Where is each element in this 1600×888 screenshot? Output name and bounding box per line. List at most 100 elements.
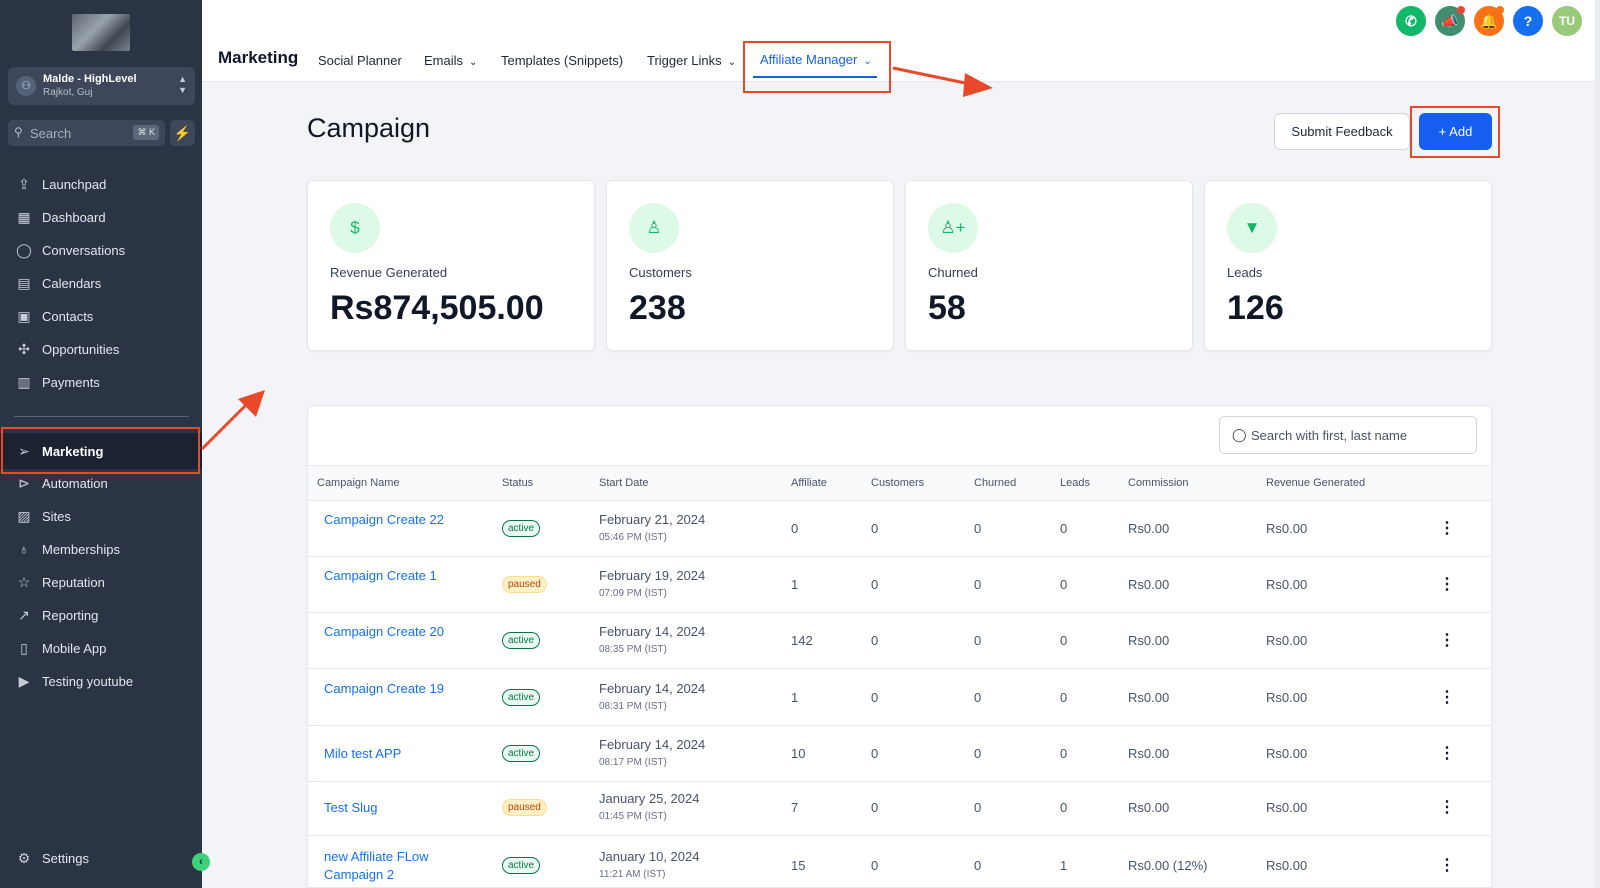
row-menu-icon[interactable]: ⋮ bbox=[1439, 745, 1455, 762]
status-badge: active bbox=[502, 632, 541, 649]
sidebar-item-mobile-app[interactable]: ▯ Mobile App bbox=[0, 632, 202, 664]
row-menu-icon[interactable]: ⋮ bbox=[1439, 520, 1455, 537]
tab-trigger-links[interactable]: Trigger Links ⌄ bbox=[647, 53, 736, 68]
sites-icon: ▨ bbox=[17, 507, 31, 524]
sidebar-item-payments[interactable]: ▥ Payments bbox=[0, 366, 202, 398]
column-header[interactable]: Campaign Name bbox=[317, 477, 400, 489]
account-avatar-icon: ⚇ bbox=[16, 76, 36, 96]
column-header[interactable]: Commission bbox=[1128, 477, 1189, 489]
add-highlight-box bbox=[1410, 106, 1500, 158]
cell-commission: Rs0.00 bbox=[1128, 521, 1170, 536]
tab-social-planner[interactable]: Social Planner bbox=[318, 53, 402, 68]
table-row[interactable]: Milo test APP active February 14, 2024 08:1… bbox=[308, 726, 1491, 782]
chevron-updown-icon: ▲ ▼ bbox=[178, 74, 187, 95]
active-tab-indicator bbox=[753, 76, 877, 78]
row-menu-icon[interactable]: ⋮ bbox=[1439, 689, 1455, 706]
table-row[interactable]: Campaign Create 22 active February 21, 202… bbox=[308, 501, 1491, 557]
row-menu-icon[interactable]: ⋮ bbox=[1439, 632, 1455, 649]
plus-icon: + bbox=[1438, 124, 1450, 139]
campaign-name-link[interactable]: Milo test APP bbox=[324, 746, 402, 761]
calendar-icon: ▤ bbox=[17, 274, 31, 291]
cell-churned: 0 bbox=[974, 858, 982, 873]
account-location: Rajkot, Guj bbox=[43, 87, 93, 98]
campaign-name-link[interactable]: Test Slug bbox=[324, 800, 378, 815]
sidebar-search-placeholder: Search bbox=[30, 126, 72, 141]
table-header: Campaign Name Status Start Date Affiliat… bbox=[308, 465, 1491, 501]
column-header[interactable]: Customers bbox=[871, 477, 925, 489]
collapse-sidebar-icon[interactable]: ‹ bbox=[192, 853, 210, 871]
cell-churned: 0 bbox=[974, 746, 982, 761]
row-menu-icon[interactable]: ⋮ bbox=[1439, 799, 1455, 816]
cell-churned: 0 bbox=[974, 577, 982, 592]
stat-label: Revenue Generated bbox=[330, 265, 448, 280]
campaign-name-link[interactable]: Campaign Create 22 bbox=[324, 512, 444, 527]
page-scrollbar[interactable] bbox=[1595, 0, 1600, 888]
sidebar-item-label: Marketing bbox=[42, 443, 104, 459]
column-header[interactable]: Status bbox=[502, 477, 534, 489]
column-header[interactable]: Start Date bbox=[599, 477, 649, 489]
cell-churned: 0 bbox=[974, 633, 982, 648]
user-avatar[interactable]: TU bbox=[1552, 6, 1582, 36]
sidebar-item-label: Testing youtube bbox=[42, 673, 134, 689]
table-row[interactable]: Campaign Create 20 active February 14, 202… bbox=[308, 613, 1491, 669]
chevron-down-icon: ⌄ bbox=[863, 56, 872, 67]
sidebar-item-memberships[interactable]: ♁ Memberships bbox=[0, 533, 202, 565]
cell-customers: 0 bbox=[871, 690, 879, 705]
campaign-name-link[interactable]: Campaign Create 20 bbox=[324, 624, 444, 639]
sidebar-item-reputation[interactable]: ☆ Reputation bbox=[0, 566, 202, 598]
column-header[interactable]: Affiliate bbox=[791, 477, 827, 489]
quick-actions-bolt-icon[interactable]: ⚡ bbox=[170, 120, 195, 146]
start-time: 08:31 PM (IST) bbox=[599, 701, 667, 712]
sidebar-item-settings[interactable]: ⚙ Settings bbox=[0, 842, 202, 874]
sidebar-item-reporting[interactable]: ↗ Reporting bbox=[0, 599, 202, 631]
row-menu-icon[interactable]: ⋮ bbox=[1439, 576, 1455, 593]
cell-commission: Rs0.00 (12%) bbox=[1128, 858, 1208, 873]
account-switcher[interactable]: ⚇ Malde - HighLevel Rajkot, Guj ▲ ▼ bbox=[8, 67, 195, 105]
sidebar-item-marketing[interactable]: ➢ Marketing bbox=[0, 433, 202, 469]
tab-label: Social Planner bbox=[318, 53, 402, 68]
sidebar-item-sites[interactable]: ▨ Sites bbox=[0, 500, 202, 532]
start-date: February 14, 2024 bbox=[599, 681, 706, 696]
table-row[interactable]: Campaign Create 19 active February 14, 202… bbox=[308, 670, 1491, 726]
start-time: 07:09 PM (IST) bbox=[599, 588, 667, 599]
column-header[interactable]: Leads bbox=[1060, 477, 1090, 489]
row-menu-icon[interactable]: ⋮ bbox=[1439, 857, 1455, 874]
sidebar-item-label: Payments bbox=[42, 374, 100, 390]
tab-emails[interactable]: Emails ⌄ bbox=[424, 53, 477, 68]
table-row[interactable]: Test Slug paused January 25, 2024 01:45 PM … bbox=[308, 780, 1491, 836]
sidebar-item-contacts[interactable]: ▣ Contacts bbox=[0, 300, 202, 332]
add-button[interactable]: + Add bbox=[1419, 113, 1492, 150]
company-logo[interactable] bbox=[72, 14, 130, 51]
sidebar-item-launchpad[interactable]: ⇪ Launchpad bbox=[0, 168, 202, 200]
sidebar-item-opportunities[interactable]: ✣ Opportunities bbox=[0, 333, 202, 365]
search-shortcut: ⌘ K bbox=[133, 125, 159, 140]
sidebar-item-conversations[interactable]: ◯ Conversations bbox=[0, 234, 202, 266]
tab-templates-snippets[interactable]: Templates (Snippets) bbox=[501, 53, 623, 68]
start-time: 05:46 PM (IST) bbox=[599, 532, 667, 543]
submit-feedback-button[interactable]: Submit Feedback bbox=[1274, 113, 1410, 150]
cell-customers: 0 bbox=[871, 633, 879, 648]
table-row[interactable]: new Affiliate FLow Campaign 2 active Janua… bbox=[308, 836, 1491, 888]
phone-icon[interactable]: ✆ bbox=[1396, 6, 1426, 36]
stat-card-revenue: $ Revenue Generated Rs874,505.00 bbox=[307, 180, 595, 351]
sidebar-search[interactable]: ⚲ Search ⌘ K bbox=[8, 120, 165, 146]
sidebar-item-dashboard[interactable]: ▦ Dashboard bbox=[0, 201, 202, 233]
cell-revenue: Rs0.00 bbox=[1266, 746, 1308, 761]
help-icon[interactable]: ? bbox=[1513, 6, 1543, 36]
table-search-input[interactable]: ◯ Search with first, last name bbox=[1219, 416, 1477, 454]
status-badge: active bbox=[502, 689, 541, 706]
campaign-name-link[interactable]: Campaign Create 1 bbox=[324, 568, 437, 583]
campaign-name-link[interactable]: new Affiliate FLow Campaign 2 bbox=[324, 849, 429, 882]
chevron-down-icon: ⌄ bbox=[469, 57, 478, 68]
dashboard-icon: ▦ bbox=[17, 208, 31, 225]
column-header[interactable]: Revenue Generated bbox=[1266, 477, 1366, 489]
cell-leads: 0 bbox=[1060, 521, 1068, 536]
sidebar-item-automation[interactable]: ⊳ Automation bbox=[0, 467, 202, 499]
sidebar-item-label: Sites bbox=[42, 508, 71, 524]
sidebar-item-calendars[interactable]: ▤ Calendars bbox=[0, 267, 202, 299]
table-row[interactable]: Campaign Create 1 paused February 19, 2024… bbox=[308, 557, 1491, 613]
column-header[interactable]: Churned bbox=[974, 477, 1017, 489]
campaign-name-link[interactable]: Campaign Create 19 bbox=[324, 681, 444, 696]
tab-affiliate-manager[interactable]: Affiliate Manager ⌄ bbox=[760, 52, 872, 67]
sidebar-item-testing-youtube[interactable]: ▶ Testing youtube bbox=[0, 665, 202, 697]
